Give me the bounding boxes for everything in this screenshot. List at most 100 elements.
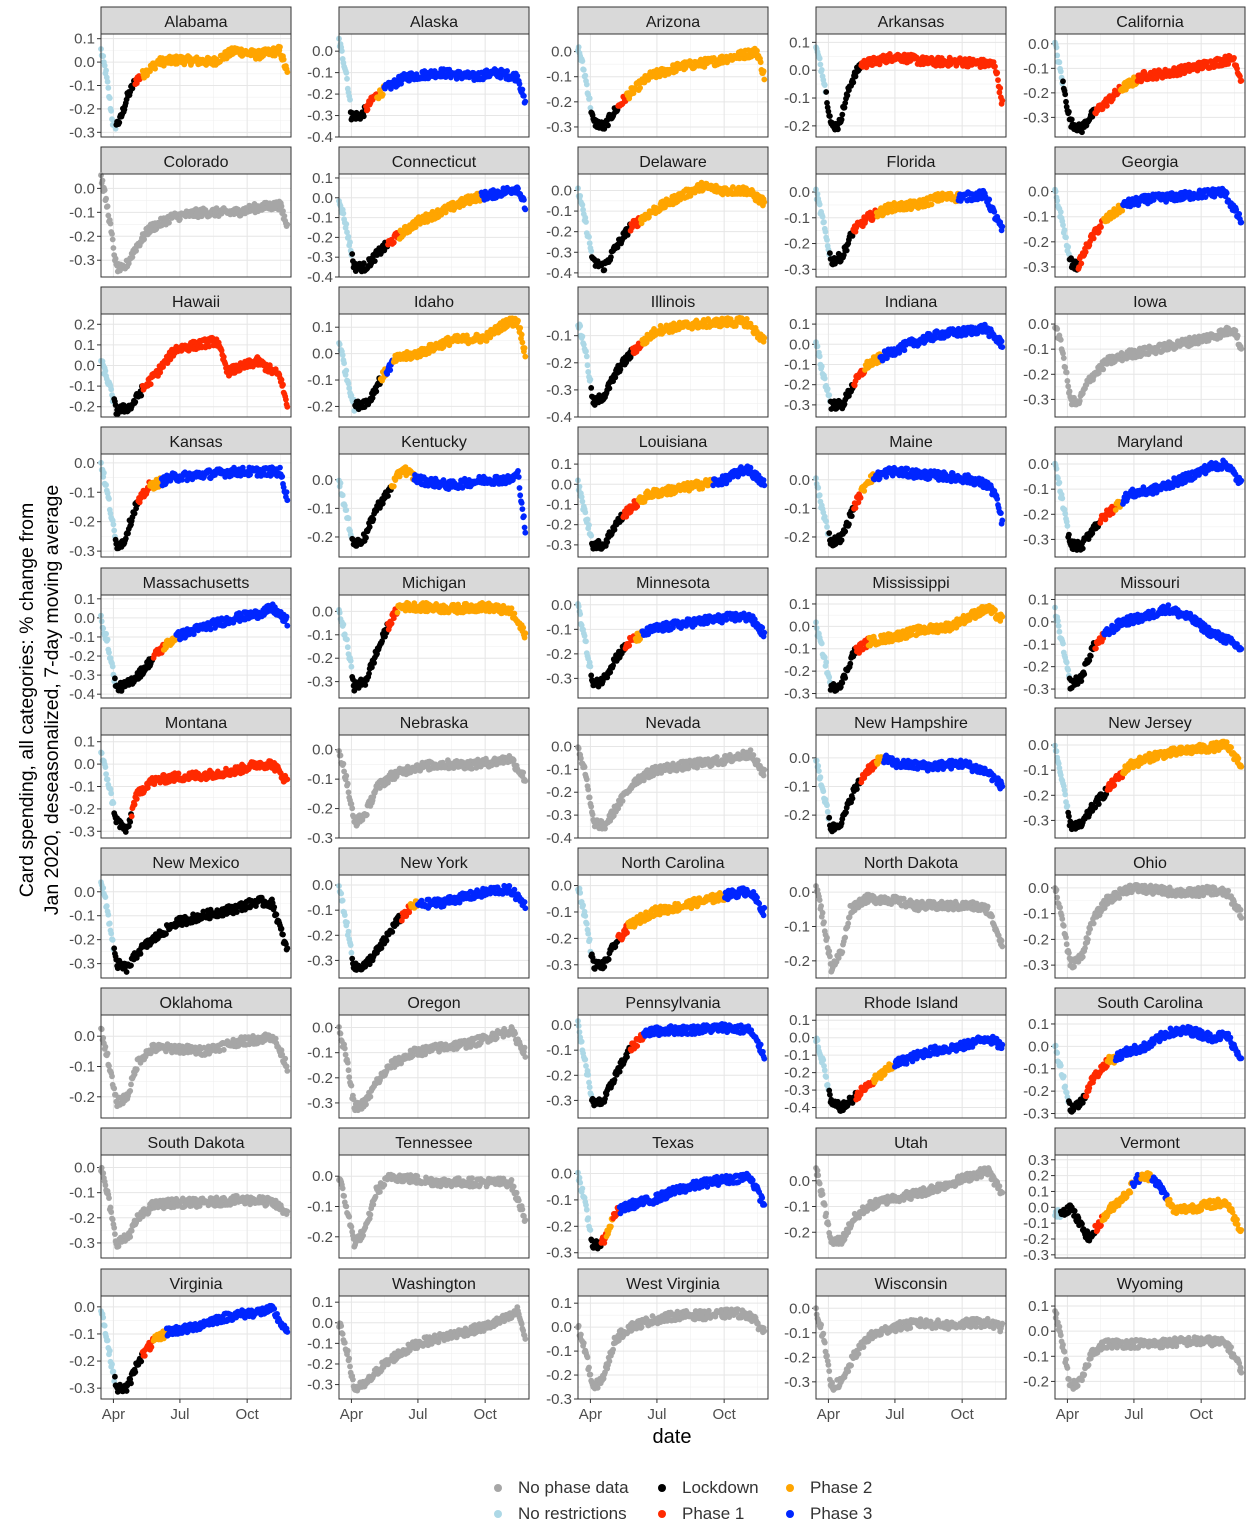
data-point [347,239,353,246]
data-point [999,223,1006,230]
facet-title: Delaware [639,154,707,171]
data-point [1119,207,1126,214]
data-point [1061,227,1068,234]
data-point [108,107,115,114]
data-point [521,345,528,351]
facet-title: Idaho [414,294,454,311]
data-point [998,338,1005,345]
y-tick-label: 0.0 [789,184,810,201]
data-point [341,360,347,367]
data-point [605,122,611,129]
y-tick-label: 0.1 [74,337,95,354]
data-point [103,67,109,74]
y-tick-label: 0.0 [74,358,95,375]
data-point [824,386,831,392]
data-point [761,335,768,341]
data-point [818,363,825,370]
data-point [579,58,586,64]
data-point [366,524,373,530]
y-tick-label: 0.0 [312,472,333,489]
data-point [99,177,106,184]
facet-title: Kentucky [401,434,467,451]
plot-border [577,33,769,138]
data-point [515,317,521,324]
data-point [816,353,823,360]
data-point [280,56,287,63]
data-point [826,392,833,398]
data-point [587,376,594,383]
y-tick-label: -0.2 [69,399,95,416]
data-point [821,375,828,382]
data-point [823,89,830,95]
data-point [1100,366,1107,373]
data-point [220,354,227,360]
data-point [522,98,529,105]
y-tick-label: -0.1 [307,65,333,82]
data-point [587,105,594,111]
data-point [588,248,595,255]
y-tick-label: 0.0 [551,182,572,199]
data-point [519,506,526,512]
data-point [579,333,586,340]
data-point [824,237,830,243]
data-point [588,385,595,391]
data-point [103,195,109,202]
data-point [579,201,586,208]
y-tick-label: 0.0 [74,54,95,71]
data-point [277,44,283,50]
data-point [101,62,108,69]
data-point [839,111,846,118]
data-point [827,113,833,119]
plot-area [339,34,529,137]
data-point [814,343,821,350]
data-point [1066,388,1073,395]
data-point [576,483,583,490]
data-point [1082,249,1089,255]
facet-title: Colorado [164,154,229,171]
data-point [986,196,993,203]
data-point [588,532,595,539]
facet-grid: Card spending, all categories: % change … [16,6,1246,1448]
data-point [280,381,286,388]
data-point [147,381,154,388]
data-point [111,527,118,534]
facet-title: Florida [887,154,936,171]
data-point [101,469,107,476]
y-tick-label: -0.2 [1023,234,1049,251]
data-point [761,76,768,83]
data-point [106,95,113,101]
data-point [131,510,138,517]
data-point [515,185,521,192]
data-point [606,385,613,392]
y-tick-label: -0.1 [1023,60,1049,77]
series-points [575,44,768,132]
y-tick-label: -0.3 [1023,259,1049,276]
data-point [279,473,286,480]
y-tick-label: 0.0 [789,62,810,79]
data-point [521,524,528,531]
y-tick-label: -0.1 [69,78,95,95]
data-point [586,95,593,102]
data-point [582,509,589,516]
data-point [110,245,117,251]
data-point [344,75,350,82]
data-point [821,219,827,226]
data-point [992,63,998,70]
data-point [1063,369,1070,376]
y-tick-label: -0.2 [69,101,95,118]
y-tick-label: -0.1 [546,203,572,220]
facet-title: Alaska [410,14,458,31]
data-point [1098,224,1104,231]
data-point [277,464,283,471]
data-point [601,267,608,273]
data-point [1060,222,1066,229]
data-point [760,68,767,75]
data-point [637,84,643,91]
y-tick-label: -0.3 [546,537,572,554]
data-point [516,81,523,87]
y-tick-label: 0.1 [789,316,810,333]
